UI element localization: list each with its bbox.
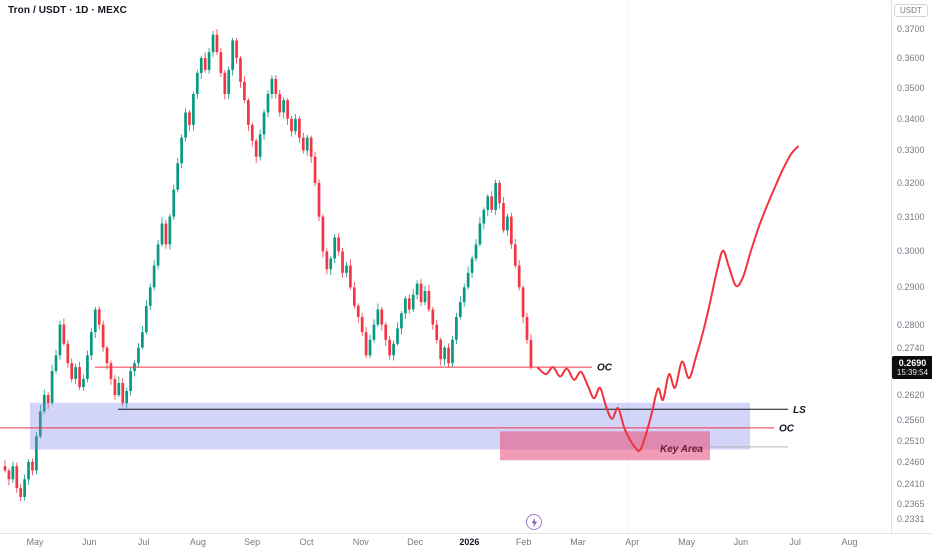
projection-path[interactable] [537, 145, 799, 452]
bar-countdown: 15:39:54 [896, 368, 929, 378]
candlestick-chart[interactable]: OC LS OC Key Area [0, 0, 891, 533]
price-tick: 0.2460 [897, 456, 925, 467]
time-tick-aug: Aug [841, 537, 858, 547]
price-tick: 0.2510 [897, 435, 925, 446]
price-tick: 0.2410 [897, 478, 925, 489]
price-tick: 0.3400 [897, 113, 925, 124]
price-tick: 0.2331 [897, 514, 925, 524]
time-tick-may: May [678, 537, 696, 547]
price-axis[interactable]: 0.2690 15:39:54 0.3700 0.3600 0.3500 0.3400… [891, 0, 932, 533]
time-tick-nov: Nov [352, 537, 369, 547]
time-tick-2026: 2026 [459, 537, 480, 547]
annotation-label-oc: OC [597, 363, 613, 374]
price-tick: 0.3300 [897, 145, 925, 156]
price-tick: 0.3000 [897, 246, 925, 257]
time-tick-oct: Oct [299, 537, 314, 547]
time-tick-may: May [26, 537, 44, 547]
price-tick: 0.2620 [897, 390, 925, 401]
time-tick-apr: Apr [625, 537, 640, 547]
annotation-label-ls: LS [793, 405, 806, 416]
zone-label-key-area: Key Area [660, 444, 703, 455]
price-tick: 0.3600 [897, 53, 925, 64]
time-tick-jul: Jul [789, 537, 801, 547]
time-tick-jul: Jul [137, 537, 150, 547]
currency-toggle-button[interactable]: USDT [894, 4, 928, 17]
annotation-label-oc: OC [779, 423, 795, 434]
time-axis[interactable]: May Jun Jul Aug Sep Oct Nov Dec 2026 Feb Mar Apr May… [0, 533, 932, 550]
price-tick: 0.2800 [897, 319, 925, 330]
time-tick-jun: Jun [82, 537, 97, 547]
price-tick: 0.3500 [897, 82, 925, 93]
price-tick: 0.2560 [897, 414, 925, 425]
price-tick: 0.3100 [897, 211, 925, 222]
symbol-title[interactable]: Tron / USDT · 1D · MEXC [8, 5, 127, 16]
price-tick: 0.2365 [897, 498, 925, 509]
time-tick-feb: Feb [515, 537, 532, 547]
candles-series [3, 29, 533, 502]
price-tick: 0.3200 [897, 177, 925, 188]
lightning-icon [531, 517, 537, 527]
last-price-badge: 0.2690 15:39:54 [892, 356, 932, 380]
price-tick: 0.2740 [897, 342, 925, 353]
time-tick-mar: Mar [570, 537, 586, 547]
time-tick-dec: Dec [407, 537, 424, 547]
price-tick: 0.3700 [897, 24, 925, 34]
price-tick: 0.2900 [897, 282, 925, 293]
time-tick-sep: Sep [244, 537, 261, 547]
lightning-event-icon[interactable] [526, 514, 542, 530]
time-tick-jun: Jun [733, 537, 749, 547]
time-tick-aug: Aug [189, 537, 206, 547]
last-price: 0.2690 [898, 358, 927, 369]
zone-key-area[interactable] [500, 431, 710, 461]
